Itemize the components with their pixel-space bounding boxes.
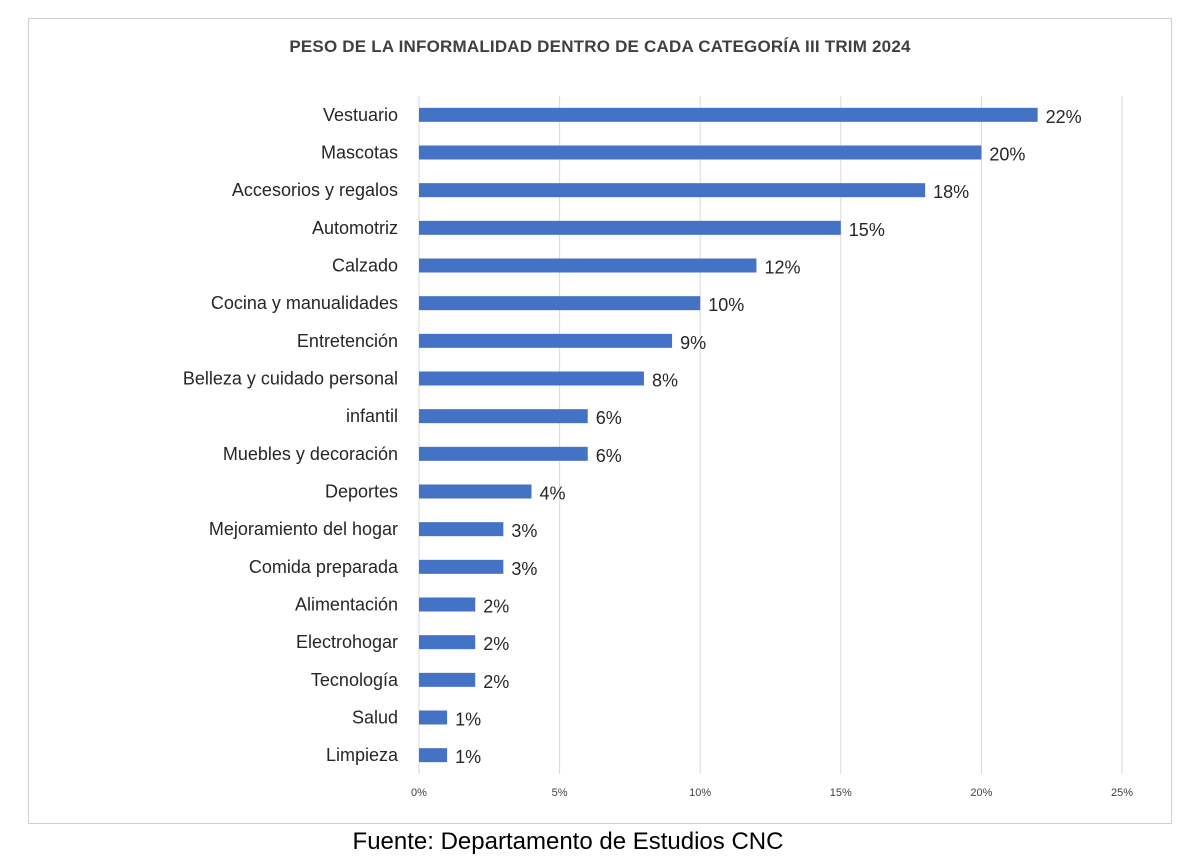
category-label: Electrohogar — [296, 632, 398, 652]
category-label: Tecnología — [311, 670, 399, 690]
data-label: 10% — [708, 295, 744, 315]
bar — [419, 107, 1038, 122]
x-tick-label: 20% — [970, 787, 992, 799]
data-label: 2% — [483, 597, 509, 617]
category-label: Mejoramiento del hogar — [209, 519, 398, 539]
x-tick-label: 10% — [689, 787, 711, 799]
source-note: Fuente: Departamento de Estudios CNC — [352, 828, 784, 855]
category-label: Comida preparada — [249, 557, 399, 577]
data-label: 22% — [1046, 107, 1082, 127]
category-label: Deportes — [325, 482, 398, 502]
x-tick-label: 0% — [411, 787, 427, 799]
data-label: 6% — [596, 446, 622, 466]
bar — [419, 409, 588, 424]
data-label: 3% — [511, 559, 537, 579]
bar — [419, 371, 644, 386]
category-label: Limpieza — [326, 745, 399, 765]
x-tick-label: 5% — [552, 787, 568, 799]
category-label: Belleza y cuidado personal — [183, 369, 398, 389]
bar — [419, 446, 588, 461]
category-label: Vestuario — [323, 105, 398, 125]
data-label: 18% — [933, 182, 969, 202]
data-label: 2% — [483, 672, 509, 692]
bar — [419, 597, 476, 612]
category-label: infantil — [346, 406, 398, 426]
category-label: Accesorios y regalos — [232, 180, 398, 200]
category-label: Muebles y decoración — [223, 444, 398, 464]
data-label: 8% — [652, 371, 678, 391]
data-label: 2% — [483, 634, 509, 654]
category-label: Cocina y manualidades — [211, 293, 398, 313]
bar — [419, 635, 476, 650]
data-label: 4% — [539, 484, 565, 504]
bar — [419, 672, 476, 687]
x-tick-label: 15% — [830, 787, 852, 799]
bar — [419, 183, 926, 198]
category-label: Alimentación — [295, 595, 398, 615]
category-label: Mascotas — [321, 143, 398, 163]
category-label: Automotriz — [312, 218, 398, 238]
bar — [419, 296, 701, 311]
data-label: 1% — [455, 710, 481, 730]
bar — [419, 333, 673, 348]
bar — [419, 258, 757, 273]
x-tick-label: 25% — [1111, 787, 1133, 799]
bar — [419, 559, 504, 574]
data-label: 6% — [596, 408, 622, 428]
data-label: 15% — [849, 220, 885, 240]
bar — [419, 145, 982, 160]
bar — [419, 710, 448, 725]
bar — [419, 484, 532, 499]
category-label: Calzado — [332, 256, 398, 276]
category-label: Entretención — [297, 331, 398, 351]
bar — [419, 220, 841, 235]
data-label: 9% — [680, 333, 706, 353]
data-label: 3% — [511, 521, 537, 541]
chart-title: PESO DE LA INFORMALIDAD DENTRO DE CADA C… — [289, 37, 911, 56]
data-label: 12% — [764, 258, 800, 278]
bar — [419, 522, 504, 537]
category-label: Salud — [352, 708, 398, 728]
data-label: 20% — [989, 145, 1025, 165]
bar — [419, 748, 448, 763]
data-label: 1% — [455, 747, 481, 767]
